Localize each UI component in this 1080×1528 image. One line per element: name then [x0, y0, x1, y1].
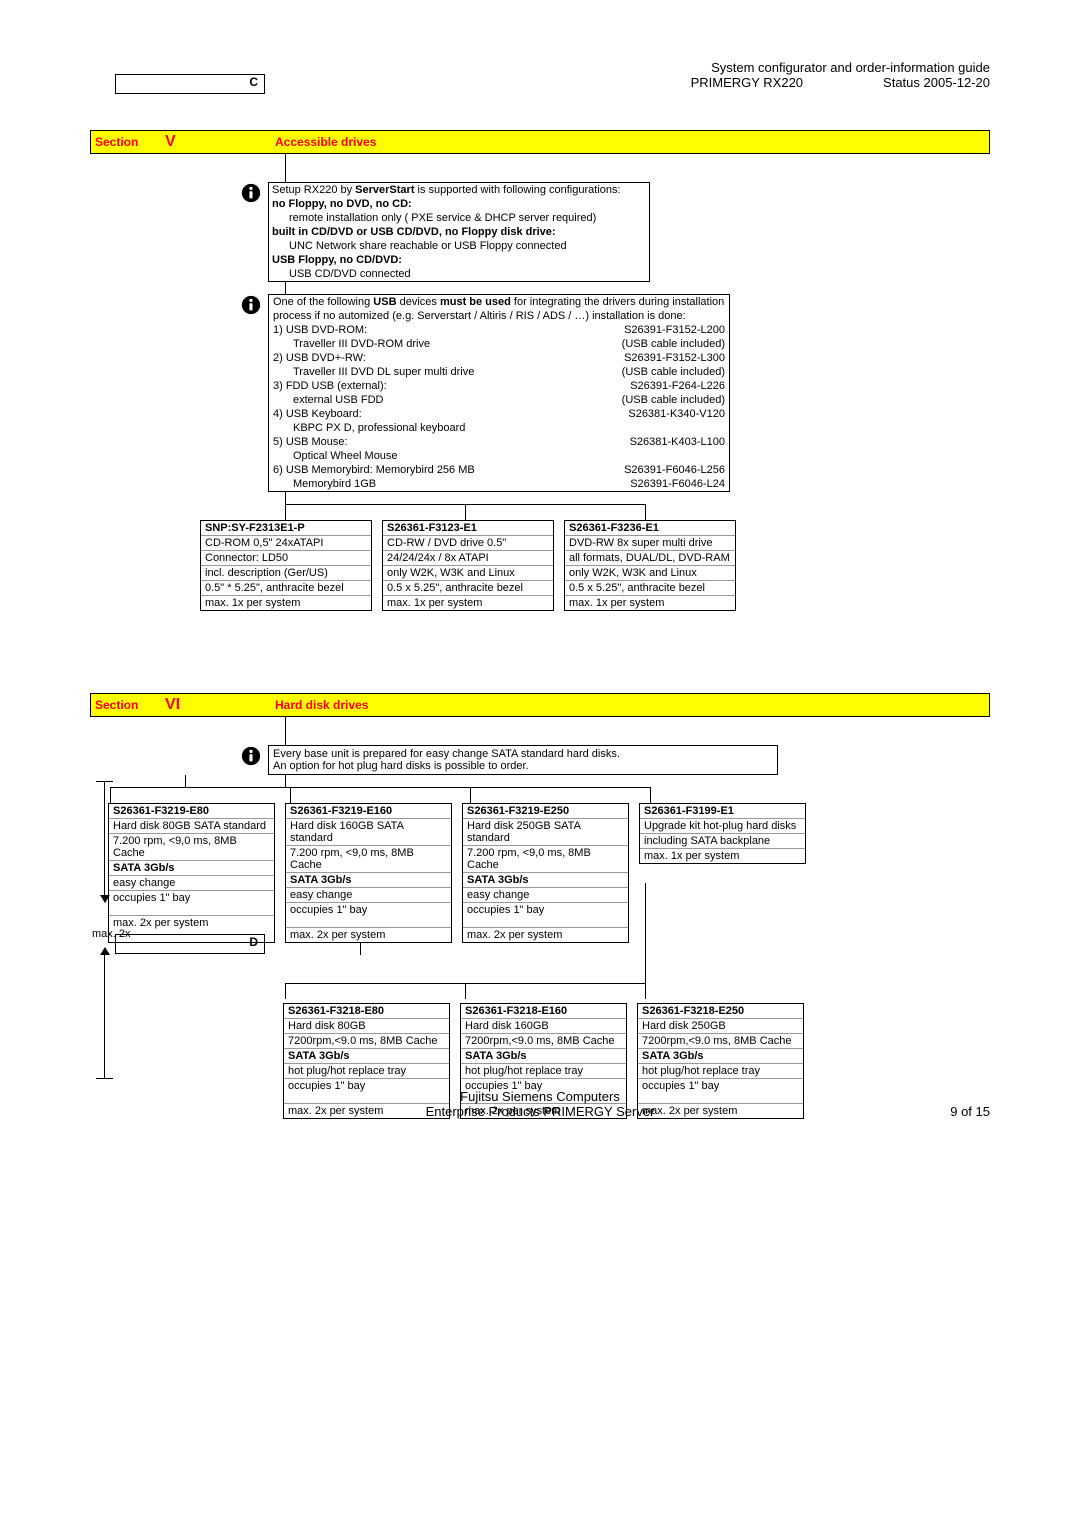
marker-c: C [115, 74, 265, 94]
header-product: PRIMERGY RX220 [691, 75, 803, 90]
hdd-option-box: S26361-F3219-E160 Hard disk 160GB SATA s… [285, 803, 452, 943]
drive-option-box: S26361-F3123-E1 CD-RW / DVD drive 0.5" 2… [382, 520, 554, 611]
section-title: Hard disk drives [275, 698, 368, 712]
branch-connector [110, 775, 990, 803]
header-status: Status 2005-12-20 [883, 75, 990, 90]
drive-option-box: S26361-F3236-E1 DVD-RW 8x super multi dr… [564, 520, 736, 611]
branch-connector [285, 943, 990, 1003]
hdd-option-box: S26361-F3219-E80 Hard disk 80GB SATA sta… [108, 803, 275, 943]
branch-connector [210, 492, 990, 520]
hdd-upgrade-box: S26361-F3199-E1 Upgrade kit hot-plug har… [639, 803, 806, 864]
page-number: 9 of 15 [950, 1104, 990, 1119]
section-roman: V [165, 133, 275, 151]
info-icon [240, 182, 262, 204]
usb-devices-box: One of the following USB devices must be… [268, 294, 730, 492]
section-label: Section [91, 698, 165, 712]
hdd-note-box: Every base unit is prepared for easy cha… [268, 745, 778, 775]
section-vi-bar: Section VI Hard disk drives [90, 693, 990, 717]
drive-option-box: SNP:SY-F2313E1-P CD-ROM 0,5" 24xATAPI Co… [200, 520, 372, 611]
section-v-bar: Section V Accessible drives [90, 130, 990, 154]
section-title: Accessible drives [275, 135, 376, 149]
section-roman: VI [165, 696, 275, 714]
connector-line [285, 154, 286, 182]
arrow-up [104, 948, 105, 1078]
info-icon [240, 294, 262, 316]
footer-product-line: Enterprise Products PRIMERGY Server [0, 1104, 1080, 1119]
connector-line [285, 717, 286, 745]
page-footer: Fujitsu Siemens Computers Enterprise Pro… [0, 1089, 1080, 1119]
section-label: Section [91, 135, 165, 149]
marker-d: D [115, 934, 265, 954]
arrow-down [104, 782, 105, 902]
info-icon [240, 745, 262, 767]
hdd-option-box: S26361-F3219-E250 Hard disk 250GB SATA s… [462, 803, 629, 943]
connector-line [285, 282, 286, 294]
footer-company: Fujitsu Siemens Computers [0, 1089, 1080, 1104]
serverstart-info-box: Setup RX220 by ServerStart is supported … [268, 182, 650, 282]
header-title: System configurator and order-informatio… [90, 60, 990, 75]
